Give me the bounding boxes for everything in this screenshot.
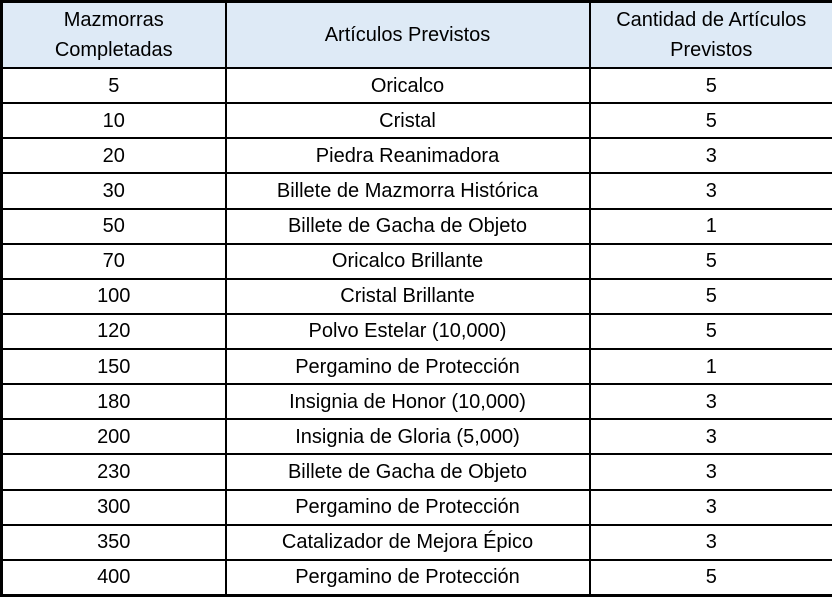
table-row: 120 Polvo Estelar (10,000) 5	[0, 312, 832, 351]
cell-dungeons: 200	[0, 418, 227, 456]
cell-dungeons: 150	[0, 347, 227, 386]
cell-dungeons: 70	[0, 242, 227, 280]
cell-dungeons: 120	[0, 312, 227, 351]
cell-quantity: 3	[588, 523, 832, 561]
cell-quantity: 5	[588, 277, 832, 315]
cell-item: Oricalco	[224, 66, 591, 105]
cell-dungeons: 300	[0, 488, 227, 526]
cell-dungeons: 20	[0, 137, 227, 175]
table-row: 5 Oricalco 5	[0, 66, 832, 105]
cell-item: Catalizador de Mejora Épico	[224, 523, 591, 561]
table-body: 5 Oricalco 5 10 Cristal 5 20 Piedra Rean…	[0, 66, 832, 597]
header-row: Mazmorras Completadas Artículos Previsto…	[0, 0, 832, 69]
cell-quantity: 1	[588, 207, 832, 245]
cell-quantity: 3	[588, 172, 832, 210]
cell-item: Billete de Gacha de Objeto	[224, 453, 591, 491]
cell-item: Oricalco Brillante	[224, 242, 591, 280]
header-cell-articulos-previstos: Artículos Previstos	[224, 0, 591, 69]
cell-quantity: 1	[588, 347, 832, 386]
cell-dungeons: 400	[0, 558, 227, 597]
cell-quantity: 5	[588, 66, 832, 105]
table-row: 230 Billete de Gacha de Objeto 3	[0, 453, 832, 491]
table-row: 400 Pergamino de Protección 5	[0, 558, 832, 597]
cell-dungeons: 5	[0, 66, 227, 105]
cell-item: Insignia de Honor (10,000)	[224, 383, 591, 421]
table-row: 300 Pergamino de Protección 3	[0, 488, 832, 526]
table-row: 70 Oricalco Brillante 5	[0, 242, 832, 280]
cell-item: Billete de Mazmorra Histórica	[224, 172, 591, 210]
cell-quantity: 5	[588, 102, 832, 140]
table-row: 100 Cristal Brillante 5	[0, 277, 832, 315]
cell-dungeons: 10	[0, 102, 227, 140]
table-row: 180 Insignia de Honor (10,000) 3	[0, 383, 832, 421]
cell-quantity: 3	[588, 453, 832, 491]
cell-dungeons: 30	[0, 172, 227, 210]
cell-dungeons: 100	[0, 277, 227, 315]
cell-item: Cristal	[224, 102, 591, 140]
table-row: 150 Pergamino de Protección 1	[0, 347, 832, 386]
cell-dungeons: 180	[0, 383, 227, 421]
table-header: Mazmorras Completadas Artículos Previsto…	[0, 0, 832, 69]
cell-quantity: 3	[588, 488, 832, 526]
cell-dungeons: 230	[0, 453, 227, 491]
table-row: 30 Billete de Mazmorra Histórica 3	[0, 172, 832, 210]
cell-quantity: 3	[588, 137, 832, 175]
cell-item: Cristal Brillante	[224, 277, 591, 315]
cell-item: Polvo Estelar (10,000)	[224, 312, 591, 351]
cell-quantity: 3	[588, 418, 832, 456]
cell-item: Billete de Gacha de Objeto	[224, 207, 591, 245]
cell-quantity: 5	[588, 558, 832, 597]
cell-quantity: 5	[588, 312, 832, 351]
table-row: 50 Billete de Gacha de Objeto 1	[0, 207, 832, 245]
header-cell-cantidad-articulos-previstos: Cantidad de Artículos Previstos	[588, 0, 832, 69]
table-row: 10 Cristal 5	[0, 102, 832, 140]
table-row: 200 Insignia de Gloria (5,000) 3	[0, 418, 832, 456]
cell-quantity: 3	[588, 383, 832, 421]
table-row: 20 Piedra Reanimadora 3	[0, 137, 832, 175]
header-cell-mazmorras-completadas: Mazmorras Completadas	[0, 0, 227, 69]
cell-item: Insignia de Gloria (5,000)	[224, 418, 591, 456]
cell-dungeons: 350	[0, 523, 227, 561]
cell-quantity: 5	[588, 242, 832, 280]
cell-item: Pergamino de Protección	[224, 558, 591, 597]
cell-item: Pergamino de Protección	[224, 488, 591, 526]
cell-dungeons: 50	[0, 207, 227, 245]
table-row: 350 Catalizador de Mejora Épico 3	[0, 523, 832, 561]
cell-item: Pergamino de Protección	[224, 347, 591, 386]
cell-item: Piedra Reanimadora	[224, 137, 591, 175]
